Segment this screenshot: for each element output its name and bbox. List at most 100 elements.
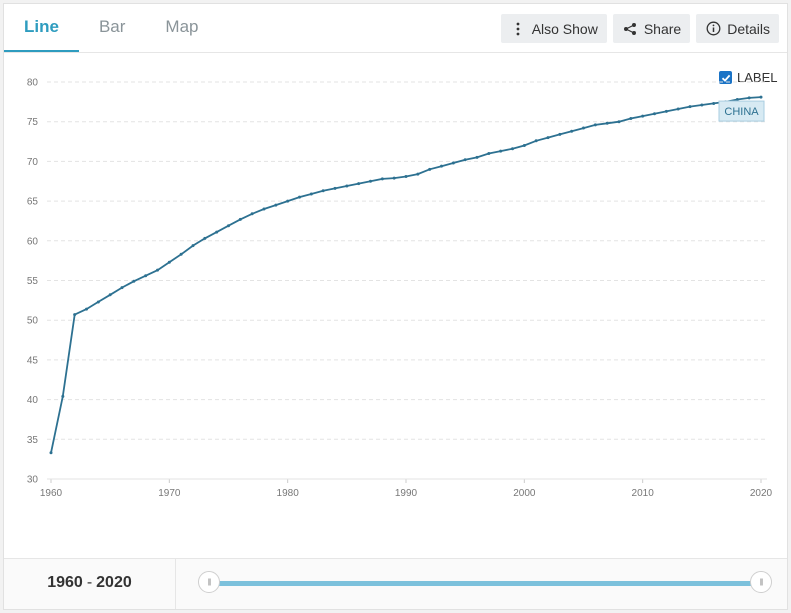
data-point [262, 207, 266, 211]
data-point [676, 107, 680, 111]
data-point [688, 105, 692, 109]
range-end: 2020 [96, 574, 132, 591]
data-point [191, 244, 195, 248]
data-point [227, 224, 230, 228]
data-point [641, 114, 645, 118]
data-point [108, 293, 112, 297]
data-point [440, 164, 443, 168]
y-tick-label: 75 [27, 117, 39, 128]
y-tick-label: 55 [27, 276, 39, 287]
data-point [593, 123, 597, 127]
y-tick-label: 35 [27, 435, 39, 446]
range-separator: - [86, 574, 93, 591]
x-tick-label: 2020 [750, 488, 773, 499]
data-point [735, 97, 739, 101]
data-point [653, 112, 656, 116]
data-point [298, 195, 301, 199]
data-point [215, 230, 219, 234]
data-point [475, 155, 479, 159]
data-point [558, 132, 562, 136]
data-point [570, 129, 574, 133]
data-point [203, 236, 207, 240]
share-icon [622, 21, 638, 37]
chart-type-tabs: Line Bar Map [4, 4, 219, 52]
data-point [712, 101, 716, 105]
data-point [250, 212, 254, 216]
data-point [522, 144, 526, 148]
tabbar-divider [4, 52, 787, 53]
y-tick-label: 40 [27, 395, 39, 406]
data-point [286, 199, 290, 203]
y-tick-label: 65 [27, 197, 39, 208]
data-point [167, 260, 171, 264]
info-icon [705, 21, 721, 37]
series-label-box [718, 100, 765, 122]
tab-line[interactable]: Line [4, 4, 79, 52]
data-point [499, 149, 503, 153]
data-point [49, 451, 53, 455]
data-point [321, 189, 325, 193]
data-point [144, 274, 148, 278]
x-tick-label: 1980 [277, 488, 300, 499]
y-tick-label: 80 [27, 78, 39, 89]
x-tick-label: 1970 [158, 488, 181, 499]
share-label: Share [643, 20, 682, 37]
data-point [85, 307, 88, 311]
data-point [73, 313, 77, 317]
tab-bar[interactable]: Bar [98, 17, 126, 36]
y-tick-label: 70 [27, 157, 39, 168]
y-tick-label: 60 [27, 236, 39, 247]
data-point [700, 103, 704, 107]
data-point [274, 203, 278, 207]
series-label-text: CHINA [724, 106, 759, 118]
data-point [120, 286, 124, 290]
data-point [511, 147, 514, 151]
details-label: Details [727, 20, 770, 37]
tab-map[interactable]: Map [165, 17, 199, 36]
slider-handle-end[interactable]: ||| [750, 571, 772, 593]
data-point [664, 109, 668, 113]
chart-panel: Line Bar Map Also Show Share Details [3, 3, 788, 610]
x-tick-label: 2010 [632, 488, 655, 499]
data-point [333, 186, 337, 190]
year-slider-track[interactable] [210, 581, 763, 586]
data-point [629, 117, 633, 121]
also-show-button[interactable]: Also Show [500, 14, 607, 43]
data-point [404, 174, 408, 178]
label-toggle[interactable]: LABEL [719, 70, 777, 85]
data-point [487, 151, 491, 155]
data-point [428, 167, 432, 171]
data-point [61, 394, 65, 398]
data-point [132, 279, 136, 283]
line-chart: 30 35 40 45 50 55 60 65 70 75 80 1960 1970 1980 1990 20… [27, 78, 773, 500]
x-tick-label: 1990 [395, 488, 418, 499]
data-point [179, 252, 183, 256]
data-point [582, 126, 585, 130]
time-range-bar: 1960-2020 ||| ||| [4, 558, 787, 609]
data-point [747, 96, 751, 100]
data-point [463, 158, 467, 162]
range-start: 1960 [47, 574, 83, 591]
data-point [759, 95, 763, 99]
data-point [238, 217, 242, 221]
data-point [380, 177, 384, 181]
slider-handle-start[interactable]: ||| [198, 571, 220, 593]
data-point [156, 268, 159, 272]
year-range: 1960-2020 [4, 559, 176, 609]
data-point [345, 184, 349, 188]
x-tick-label: 1960 [40, 488, 63, 499]
vertical-dots-icon [510, 21, 526, 37]
share-button[interactable]: Share [612, 14, 691, 43]
details-button[interactable]: Details [696, 14, 779, 43]
checkbox-checked-icon[interactable] [719, 71, 732, 84]
data-point [534, 139, 538, 143]
y-tick-label: 30 [27, 475, 39, 486]
data-point [392, 176, 396, 180]
data-point [416, 172, 420, 176]
also-show-label: Also Show [531, 20, 598, 37]
series-label-china: CHINA [718, 100, 765, 122]
data-point [357, 182, 361, 186]
data-point [369, 179, 372, 183]
data-point [96, 300, 100, 304]
data-point [617, 120, 621, 124]
